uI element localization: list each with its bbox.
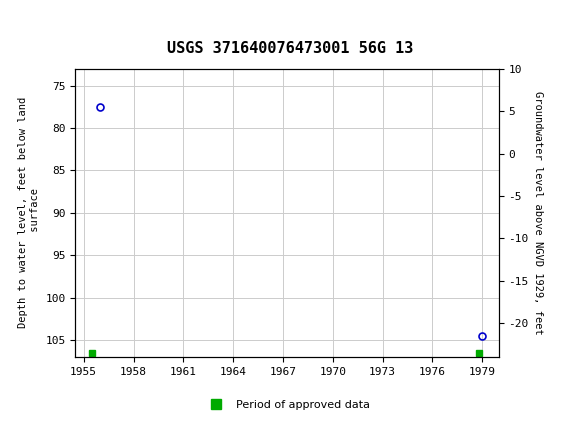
Text: ▣USGS: ▣USGS [5,13,63,32]
Text: USGS 371640076473001 56G 13: USGS 371640076473001 56G 13 [167,41,413,56]
Y-axis label: Groundwater level above NGVD 1929, feet: Groundwater level above NGVD 1929, feet [532,91,543,335]
Legend: Period of approved data: Period of approved data [200,396,374,415]
Y-axis label: Depth to water level, feet below land
 surface: Depth to water level, feet below land su… [19,97,40,329]
